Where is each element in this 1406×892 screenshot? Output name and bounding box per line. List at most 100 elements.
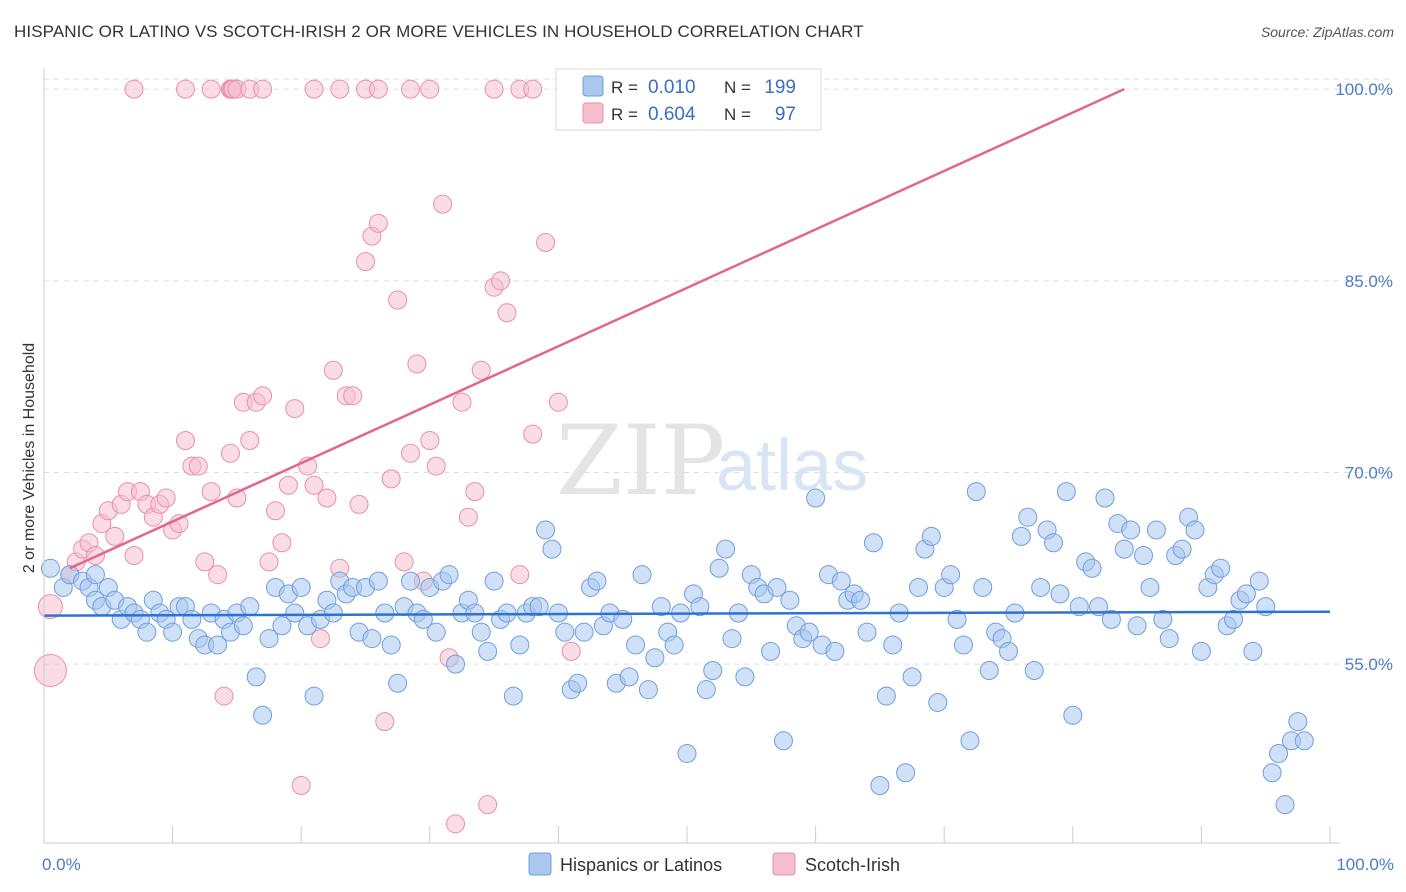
legend-n-label-blue: N = [724,78,751,97]
hispanic-point [1249,571,1269,591]
hispanic-point [426,622,446,642]
hispanic-point [941,565,961,585]
scotch-irish-point [195,552,215,572]
scotch-irish-point [259,552,279,572]
hispanic-point [439,565,459,585]
hispanic-point [773,731,793,751]
scotch-irish-point [401,443,421,463]
hispanic-point [304,686,324,706]
hispanic-point [1275,795,1295,815]
scotch-irish-point [265,501,285,521]
scotch-irish-point [368,79,388,99]
hispanic-point [709,558,729,578]
hispanic-point [1172,539,1192,559]
hispanic-point [921,526,941,546]
hispanic-point [555,622,575,642]
hispanic-point [664,635,684,655]
hispanic-point [40,558,60,578]
x-tick-label-max: 100.0% [1336,855,1394,874]
hispanic-point [1056,482,1076,502]
hispanic-point [696,680,716,700]
hispanic-point [163,622,183,642]
hispanic-point [883,635,903,655]
chart-source: Source: ZipAtlas.com [1260,24,1394,40]
hispanic-trend-line [43,610,1331,617]
x-tick-label-min: 0.0% [42,855,81,874]
hispanic-point [767,577,787,597]
hispanic-point [799,622,819,642]
scotch-irish-point [304,79,324,99]
hispanic-point [857,622,877,642]
hispanic-point [568,673,588,693]
hispanic-point [1159,629,1179,649]
y-tick-label-2: 85.0% [1345,272,1393,291]
scotch-irish-point [175,431,195,451]
hispanic-point [1224,609,1244,629]
hispanic-point [1031,577,1051,597]
hispanic-point [619,667,639,687]
hispanic-point [960,731,980,751]
trend-lines [43,88,1331,617]
legend-n-value-pink: 97 [775,104,796,125]
hispanic-point [1140,577,1160,597]
y-tick-labels: 55.0% 70.0% 85.0% 100.0% [1335,80,1393,674]
hispanic-point [876,686,896,706]
hispanic-point [446,654,466,674]
hispanic-point [503,686,523,706]
hispanic-point [510,635,530,655]
hispanic-point [947,609,967,629]
hispanic-point [831,571,851,591]
hispanic-point [240,597,260,617]
scotch-irish-point [561,641,581,661]
legend-r-label-blue: R = [611,78,638,97]
watermark: ZIP atlas [556,405,868,517]
hispanic-point [735,667,755,687]
hispanic-point [1050,584,1070,604]
watermark-atlas: atlas [716,426,868,506]
scotch-irish-point [349,494,369,514]
scotch-irish-point [124,546,144,566]
scotch-irish-point [304,475,324,495]
scotch-irish-point [278,475,298,495]
bottom-legend-swatch-blue [528,852,552,876]
hispanic-point [259,629,279,649]
hispanic-point [1101,609,1121,629]
scotch-irish-point [394,552,414,572]
scotch-irish-point [491,271,511,291]
scotch-irish-point [201,482,221,502]
hispanic-point [1082,558,1102,578]
hispanic-point [285,603,305,623]
hispanic-point [401,571,421,591]
hispanic-point [999,641,1018,661]
scotch-irish-point [253,386,273,406]
scotch-irish-point [401,79,421,99]
scotch-irish-point [330,79,350,99]
hispanic-point [651,597,671,617]
bottom-legend-label-blue: Hispanics or Latinos [560,855,722,875]
scotch-irish-point [458,507,478,527]
hispanic-point [1121,520,1141,540]
hispanic-point [574,622,594,642]
hispanic-point [677,744,697,764]
hispanic-point [863,533,883,553]
series-scotch-irish-points [33,79,633,834]
hispanic-point [870,776,890,796]
hispanic-point [902,667,922,687]
hispanic-point [478,641,498,661]
hispanic-point [1095,488,1115,508]
hispanic-point [1153,609,1173,629]
scotch-irish-point [548,392,568,412]
hispanic-point [465,603,485,623]
hispanic-point [1134,546,1154,566]
hispanic-point [484,571,504,591]
scotch-irish-point [310,629,330,649]
scotch-irish-point [523,424,543,444]
hispanic-point [690,597,710,617]
scotch-irish-point [240,431,260,451]
hispanic-point [272,616,292,636]
legend-r-label-pink: R = [611,105,638,124]
hispanic-point [1236,584,1256,604]
scotch-irish-point [253,79,273,99]
legend-swatch-blue [582,75,604,97]
scotch-irish-point [497,303,517,323]
